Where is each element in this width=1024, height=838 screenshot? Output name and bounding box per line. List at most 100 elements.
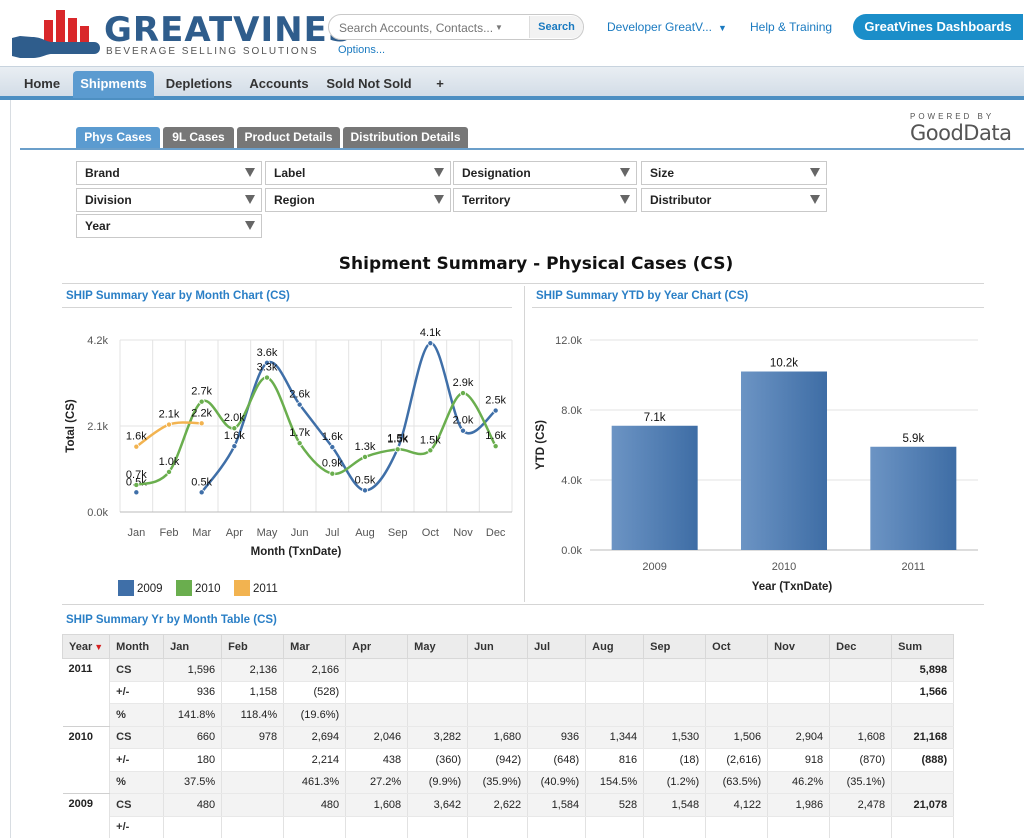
filter-brand[interactable]: Brand	[76, 161, 262, 185]
column-header-jan[interactable]: Jan	[163, 634, 223, 659]
metric-label-cell: %	[109, 703, 165, 727]
legend-label-2009[interactable]: 2009	[137, 583, 163, 595]
filter-label[interactable]: Label	[265, 161, 451, 185]
data-point-2011[interactable]	[133, 443, 140, 450]
greatvines-logo[interactable]: GREATVINES BEVERAGE SELLING SOLUTIONS	[12, 6, 352, 58]
column-header-month[interactable]: Month	[109, 634, 165, 659]
data-point-2010[interactable]	[427, 447, 434, 454]
filter-distributor[interactable]: Distributor	[641, 188, 827, 212]
value-cell: 4,122	[705, 793, 769, 817]
value-cell: 1,584	[527, 793, 587, 817]
data-point-2010[interactable]	[329, 470, 336, 477]
filter-label: Distributor	[650, 193, 712, 207]
search-input[interactable]	[339, 19, 515, 36]
x-tick-label: 2010	[772, 561, 796, 573]
data-point-2009[interactable]	[329, 444, 336, 451]
tab-home[interactable]: Home	[23, 76, 61, 91]
column-header-apr[interactable]: Apr	[345, 634, 409, 659]
subtab-product-details[interactable]: Product Details	[237, 127, 340, 148]
column-header-sum[interactable]: Sum	[891, 634, 955, 659]
data-point-2009[interactable]	[427, 340, 434, 347]
y-tick-label: 4.2k	[87, 335, 108, 347]
data-label-2009: 2.5k	[485, 395, 506, 407]
filter-division[interactable]: Division	[76, 188, 262, 212]
main-nav-bar: Home Shipments Depletions Accounts Sold …	[0, 66, 1024, 100]
bar-2010[interactable]	[741, 371, 827, 551]
data-point-2010[interactable]	[231, 425, 238, 432]
help-training-link[interactable]: Help & Training	[750, 20, 833, 34]
x-tick-label: Dec	[486, 527, 506, 539]
y-tick-label: 8.0k	[561, 405, 582, 417]
subtab-distribution-details[interactable]: Distribution Details	[343, 127, 468, 148]
data-point-2009[interactable]	[459, 427, 466, 434]
data-point-2010[interactable]	[133, 481, 140, 488]
y-axis-title: Total (CS)	[65, 399, 77, 453]
filter-region[interactable]: Region	[265, 188, 451, 212]
data-point-2011[interactable]	[166, 421, 173, 428]
data-point-2010[interactable]	[459, 390, 466, 397]
data-point-2010[interactable]	[394, 446, 401, 453]
filter-label: Division	[85, 193, 132, 207]
bar-2011[interactable]	[870, 446, 957, 550]
tab-depletions[interactable]: Depletions	[165, 76, 233, 91]
table-row: 2010 CS 660 978 2,694 2,046 3,282 1,680 936 1,344…	[62, 726, 955, 794]
data-point-2009[interactable]	[198, 489, 205, 496]
tab-accounts[interactable]: Accounts	[249, 76, 309, 91]
tab-shipments[interactable]: Shipments	[73, 71, 154, 98]
data-point-2010[interactable]	[361, 453, 368, 460]
column-header-year[interactable]: Year ▼	[61, 634, 111, 659]
column-header-feb[interactable]: Feb	[221, 634, 285, 659]
legend-swatch-2010[interactable]	[176, 580, 192, 596]
value-cell	[283, 816, 347, 838]
sort-descending-icon[interactable]: ▼	[94, 641, 104, 652]
column-header-jun[interactable]: Jun	[467, 634, 529, 659]
data-point-2010[interactable]	[296, 440, 303, 447]
search-options-link[interactable]: Options...	[338, 44, 386, 56]
column-header-jul[interactable]: Jul	[527, 634, 587, 659]
search-scope-chevron-down-icon[interactable]: ▼	[495, 23, 503, 32]
data-point-2009[interactable]	[231, 443, 238, 450]
search-button[interactable]: Search	[529, 16, 583, 38]
column-header-may[interactable]: May	[407, 634, 469, 659]
subtab-phys-cases[interactable]: Phys Cases	[76, 127, 160, 148]
column-header-oct[interactable]: Oct	[705, 634, 769, 659]
data-point-2011[interactable]	[198, 420, 205, 427]
value-cell	[527, 703, 587, 727]
user-menu[interactable]: Developer GreatV... ▼	[607, 20, 727, 34]
filter-year[interactable]: Year	[76, 214, 262, 238]
legend-label-2011[interactable]: 2011	[253, 583, 278, 595]
data-point-2010[interactable]	[198, 398, 205, 405]
filter-designation[interactable]: Designation	[453, 161, 637, 185]
column-header-dec[interactable]: Dec	[829, 634, 893, 659]
greatvines-dashboards-button[interactable]: GreatVines Dashboards	[853, 14, 1023, 40]
data-point-2009[interactable]	[492, 407, 499, 414]
column-header-nov[interactable]: Nov	[767, 634, 831, 659]
column-header-mar[interactable]: Mar	[283, 634, 347, 659]
value-cell	[829, 681, 893, 704]
value-cell: (942)	[467, 748, 529, 772]
data-label-2010: 1.7k	[289, 427, 310, 439]
column-header-sep[interactable]: Sep	[643, 634, 707, 659]
value-cell: 1,986	[767, 793, 831, 817]
data-point-2010[interactable]	[492, 443, 499, 450]
subtab-9l-cases[interactable]: 9L Cases	[163, 127, 234, 148]
data-point-2009[interactable]	[133, 489, 140, 496]
data-point-2009[interactable]	[296, 401, 303, 408]
bar-2009[interactable]	[611, 425, 698, 550]
legend-swatch-2011[interactable]	[234, 580, 250, 596]
data-point-2009[interactable]	[361, 487, 368, 494]
filter-size[interactable]: Size	[641, 161, 827, 185]
value-cell	[345, 703, 409, 727]
legend-label-2010[interactable]: 2010	[195, 583, 221, 595]
add-tab-plus-icon[interactable]: +	[436, 76, 444, 91]
tab-sold-not-sold[interactable]: Sold Not Sold	[326, 76, 412, 91]
legend-swatch-2009[interactable]	[118, 580, 134, 596]
data-point-2009[interactable]	[263, 359, 270, 366]
column-header-aug[interactable]: Aug	[585, 634, 645, 659]
data-point-2010[interactable]	[166, 468, 173, 475]
filter-territory[interactable]: Territory	[453, 188, 637, 212]
data-point-2010[interactable]	[263, 374, 270, 381]
data-label-2010: 1.5k	[387, 433, 408, 445]
value-cell	[407, 658, 469, 682]
value-cell	[767, 703, 831, 727]
